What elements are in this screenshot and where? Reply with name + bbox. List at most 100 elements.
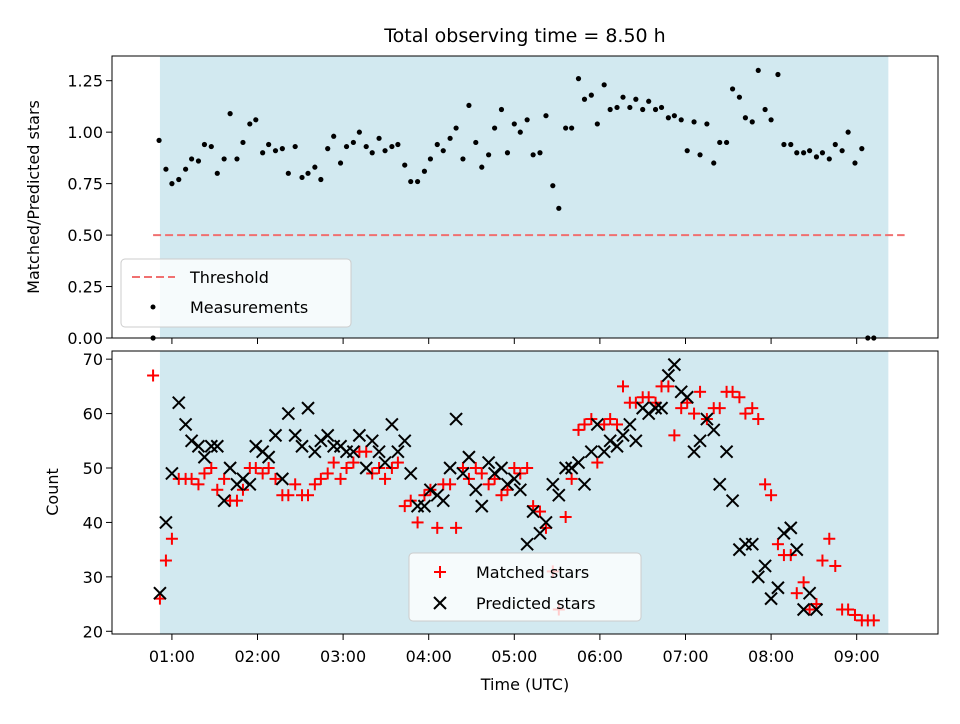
matched-star-point <box>482 478 495 491</box>
matched-star-point <box>347 456 360 469</box>
measurement-point <box>620 94 626 100</box>
measurement-point <box>736 94 743 100</box>
bottom-y-tick-label: 30 <box>83 568 103 587</box>
matched-star-point <box>611 418 624 431</box>
measurement-point <box>671 113 677 119</box>
matched-star-point <box>444 478 457 491</box>
bottom-x-tick-label: 05:00 <box>491 647 537 666</box>
predicted-star-point <box>629 434 643 448</box>
measurement-point <box>479 164 485 170</box>
measurement-point <box>749 119 755 125</box>
measurement-point <box>240 139 246 146</box>
bottom-x-tick-label: 06:00 <box>577 647 623 666</box>
predicted-star-point <box>680 390 694 404</box>
measurement-point <box>447 135 453 141</box>
measurement-point <box>382 148 388 154</box>
matched-star-point <box>340 462 353 475</box>
predicted-star-point <box>590 417 605 432</box>
predicted-star-point <box>159 515 173 530</box>
predicted-star-point <box>796 602 811 617</box>
measurement-point <box>581 96 588 102</box>
top-panel: 0.00 0.25 0.50 0.75 1.00 1.25 Matched/Predict… <box>24 55 939 348</box>
measurement-point <box>704 121 710 127</box>
measurement-point <box>421 168 428 174</box>
bottom-y-axis-label: Count <box>43 468 62 516</box>
predicted-star-point <box>784 521 798 535</box>
bottom-y-tick-label: 40 <box>83 513 103 532</box>
measurement-point <box>299 174 305 181</box>
matched-star-point <box>617 380 630 393</box>
matched-star-point <box>379 472 392 485</box>
matched-star-point <box>398 500 411 513</box>
measurement-point <box>563 125 569 131</box>
measurement-point <box>646 98 652 104</box>
measurement-point <box>711 160 717 166</box>
measurement-point <box>279 146 285 152</box>
top-y-tick-label: 1.25 <box>67 72 103 91</box>
measurement-point <box>588 92 594 98</box>
matched-star-point <box>249 462 262 475</box>
bottom-x-tick-label: 08:00 <box>748 647 794 666</box>
bottom-panel-frame <box>111 350 939 635</box>
measurement-point <box>684 148 690 154</box>
measurement-point <box>697 152 703 158</box>
measurement-point <box>556 205 562 211</box>
measurement-point <box>498 106 505 113</box>
top-y-tick-label: 0.00 <box>67 329 103 348</box>
predicted-star-point <box>288 428 302 443</box>
matched-star-point <box>327 456 340 469</box>
matched-star-point <box>256 467 269 480</box>
matched-star-point <box>604 413 617 426</box>
predicted-star-point <box>443 461 457 475</box>
predicted-star-point <box>210 439 224 453</box>
legend-threshold-label: Threshold <box>189 268 269 287</box>
measurement-point <box>665 115 671 121</box>
measurement-point <box>723 139 730 146</box>
matched-star-point <box>192 478 205 491</box>
measurement-point <box>826 156 832 162</box>
matched-star-point <box>282 489 295 502</box>
measurement-point <box>427 156 434 162</box>
legend-measurements-swatch <box>150 304 156 310</box>
bottom-x-axis-label: Time (UTC) <box>480 675 569 694</box>
measurement-point <box>214 170 220 176</box>
matched-star-point <box>334 472 347 485</box>
predicted-star-point <box>191 439 206 453</box>
top-y-tick-label: 0.50 <box>67 226 103 245</box>
measurement-point <box>253 117 259 123</box>
bottom-y-tick-label: 20 <box>83 622 103 641</box>
matched-star-point <box>662 380 675 393</box>
measurement-point <box>717 139 723 146</box>
predicted-star-point <box>597 444 611 459</box>
predicted-star-point <box>153 586 167 600</box>
matched-star-point <box>165 532 178 545</box>
matched-star-point <box>629 396 642 409</box>
matched-star-point <box>771 538 784 551</box>
predicted-star-point <box>707 423 721 437</box>
top-y-axis: 0.00 0.25 0.50 0.75 1.00 1.25 <box>67 72 112 348</box>
measurement-point <box>176 176 182 183</box>
predicted-star-point <box>577 477 592 492</box>
matched-star-point <box>508 462 521 475</box>
matched-star-point <box>321 467 334 480</box>
measurement-point <box>486 152 492 158</box>
matched-star-point <box>262 462 275 475</box>
measurement-point <box>473 139 479 146</box>
legend-matched-swatch <box>434 566 446 578</box>
measurement-point <box>633 96 639 102</box>
bottom-y-tick-label: 70 <box>83 350 103 369</box>
predicted-star-point <box>494 461 509 475</box>
measurement-point <box>614 104 620 111</box>
measurement-point <box>234 156 240 162</box>
measurement-point <box>575 76 582 82</box>
matched-star-point <box>739 407 752 420</box>
bottom-x-tick-label: 01:00 <box>149 647 195 666</box>
measurement-point <box>768 117 774 123</box>
measurement-point <box>530 152 536 158</box>
predicted-star-point <box>320 428 335 443</box>
top-y-tick-label: 1.00 <box>67 123 103 142</box>
matched-star-point <box>495 489 508 502</box>
matched-stars-points <box>147 369 880 627</box>
measurement-point <box>859 146 865 152</box>
measurement-point <box>543 113 549 119</box>
